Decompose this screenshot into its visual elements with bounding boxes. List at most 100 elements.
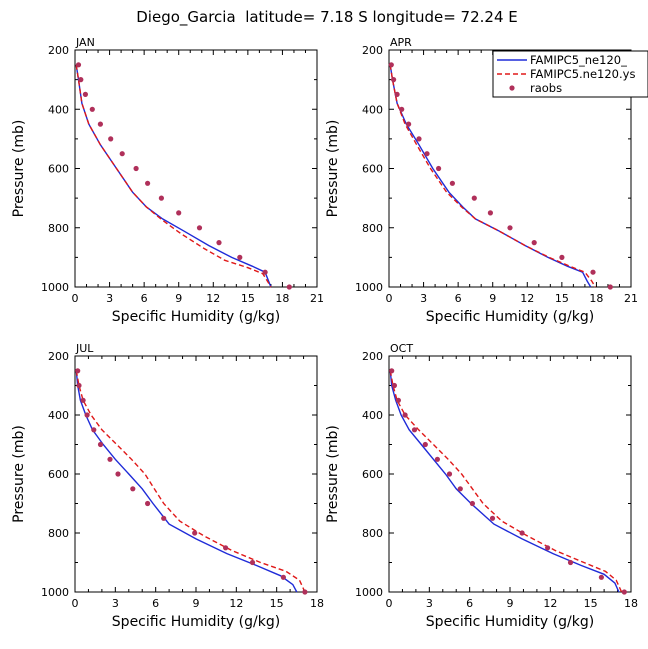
obs-point — [457, 486, 463, 492]
x-tick-label: 18 — [624, 597, 638, 610]
x-axis-label: Specific Humidity (g/kg) — [112, 614, 280, 630]
series-line-model1 — [75, 64, 272, 288]
figure-title: Diego_Garcia latitude= 7.18 S longitude=… — [136, 8, 517, 27]
obs-point — [97, 441, 104, 448]
obs-point — [84, 412, 90, 418]
obs-point — [449, 180, 455, 186]
y-axis-label: Pressure (mb) — [11, 120, 27, 218]
plot-frame — [74, 355, 318, 593]
obs-point — [216, 240, 222, 246]
y-tick-label: 400 — [362, 409, 383, 422]
x-tick-label: 9 — [507, 597, 514, 610]
x-tick-label: 18 — [589, 292, 603, 305]
y-tick-label: 600 — [48, 163, 69, 176]
series-line-model2 — [389, 64, 596, 288]
y-tick-label: 800 — [362, 527, 383, 540]
x-tick-label: 6 — [152, 597, 159, 610]
x-tick-label: 6 — [455, 292, 462, 305]
x-tick-label: 3 — [420, 292, 427, 305]
x-tick-label: 9 — [193, 597, 200, 610]
plot-frame — [388, 355, 632, 593]
obs-point — [436, 165, 442, 172]
obs-point — [394, 91, 400, 97]
legend-label: FAMIPC5_ne120_ — [530, 53, 627, 67]
y-tick-label: 400 — [48, 409, 69, 422]
panel-title: OCT — [390, 342, 413, 355]
obs-point — [133, 165, 139, 172]
obs-point — [192, 530, 198, 536]
obs-point — [395, 397, 401, 403]
x-tick-label: 18 — [275, 292, 289, 305]
x-tick-label: 12 — [206, 292, 220, 305]
obs-point — [78, 77, 84, 83]
obs-point — [161, 515, 167, 521]
y-tick-label: 800 — [48, 222, 69, 235]
panel-apr: APR 0 3 6 9 12 15 18 21 200 400 600 800 1000 Specific … — [325, 36, 638, 325]
obs-point — [411, 427, 418, 433]
y-tick-label: 800 — [48, 527, 69, 540]
y-tick-label: 1000 — [355, 281, 383, 294]
x-tick-label: 12 — [543, 597, 557, 610]
panel-title: JAN — [75, 36, 95, 49]
x-tick-label: 15 — [270, 597, 284, 610]
series-line-model2 — [75, 64, 272, 288]
obs-point — [75, 62, 82, 68]
obs-point — [402, 412, 408, 418]
y-tick-label: 400 — [362, 103, 383, 116]
obs-point — [302, 589, 308, 595]
obs-point — [487, 210, 493, 216]
y-tick-label: 600 — [362, 163, 383, 176]
y-tick-label: 800 — [362, 222, 383, 235]
y-tick-label: 400 — [48, 103, 69, 116]
obs-point — [108, 136, 114, 142]
obs-point — [286, 284, 292, 290]
obs-point — [519, 530, 525, 536]
x-axis-label: Specific Humidity (g/kg) — [426, 309, 594, 325]
y-tick-label: 1000 — [41, 586, 69, 599]
obs-point — [237, 254, 243, 260]
obs-point — [196, 225, 203, 231]
y-tick-label: 200 — [48, 44, 69, 57]
obs-point — [91, 427, 97, 433]
y-tick-label: 200 — [48, 350, 69, 363]
plot-frame — [74, 49, 318, 288]
legend-box — [492, 50, 648, 98]
obs-point — [119, 151, 125, 157]
legend-label: FAMIPC5.ne120.ys — [530, 67, 635, 81]
obs-point — [559, 254, 565, 260]
x-tick-label: 0 — [386, 292, 393, 305]
panel-title: JUL — [75, 342, 94, 355]
x-tick-label: 15 — [241, 292, 255, 305]
obs-point — [406, 121, 412, 127]
panel-oct: OCT 0 3 6 9 12 15 18 200 400 600 800 1000 Specific Hu… — [325, 342, 638, 630]
obs-point — [416, 136, 422, 142]
obs-point — [76, 382, 82, 389]
series-line-model2 — [389, 370, 623, 593]
obs-point — [469, 500, 475, 507]
y-tick-label: 1000 — [41, 281, 69, 294]
obs-point — [280, 574, 286, 580]
panel-jan: JAN 0 3 6 9 12 15 18 21 200 400 600 800 1000 Specific … — [11, 36, 324, 325]
legend-label: raobs — [530, 81, 562, 95]
y-tick-label: 200 — [362, 44, 383, 57]
obs-point — [607, 284, 613, 290]
obs-point — [145, 180, 151, 186]
obs-point — [82, 91, 88, 97]
obs-point — [598, 574, 605, 580]
obs-point — [75, 368, 81, 374]
obs-point — [389, 368, 395, 374]
obs-point — [590, 269, 596, 275]
x-axis-label: Specific Humidity (g/kg) — [112, 309, 280, 325]
x-tick-label: 12 — [520, 292, 534, 305]
x-tick-label: 0 — [386, 597, 393, 610]
x-tick-label: 9 — [175, 292, 182, 305]
obs-point — [567, 559, 574, 566]
obs-point — [80, 397, 86, 403]
obs-point — [262, 269, 268, 275]
x-tick-label: 0 — [72, 292, 79, 305]
x-tick-label: 3 — [426, 597, 433, 610]
obs-point — [97, 121, 103, 127]
x-tick-label: 18 — [310, 597, 324, 610]
